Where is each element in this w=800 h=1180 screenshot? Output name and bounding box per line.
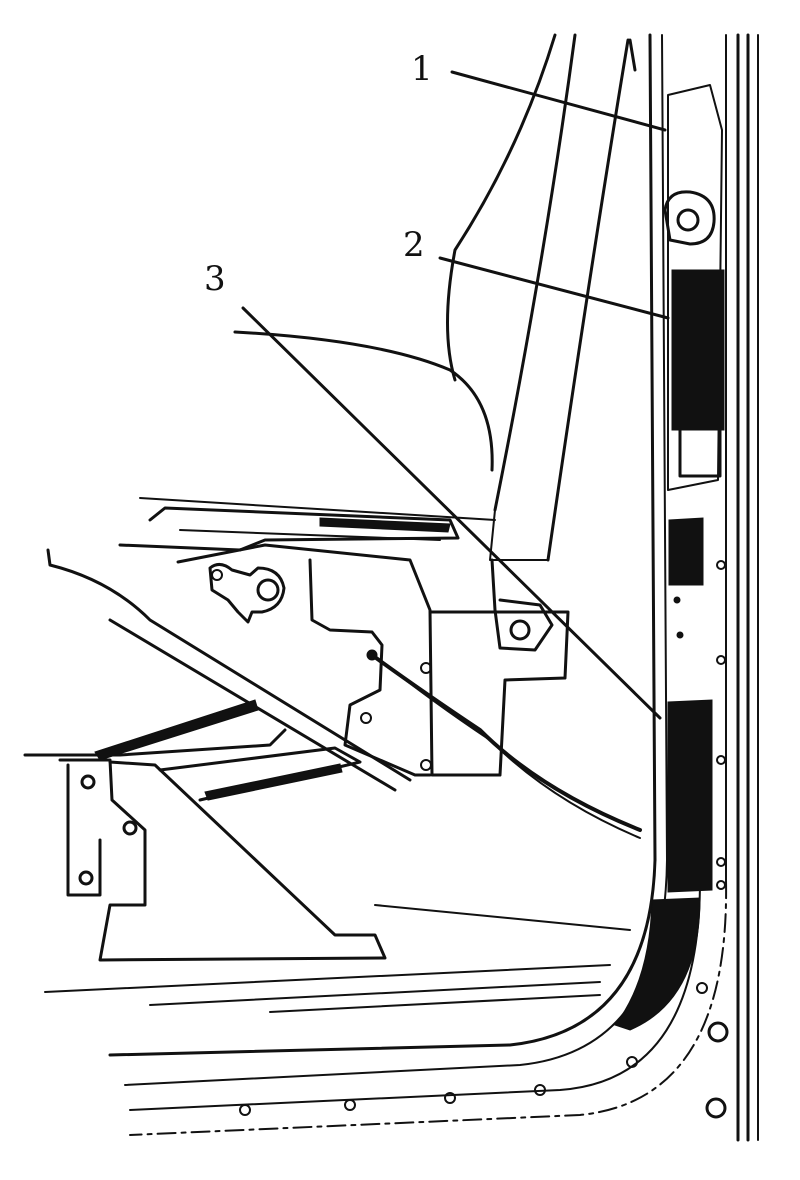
seat-cushion	[139, 330, 496, 521]
callout-1: 1	[411, 49, 433, 89]
belt-anchor	[490, 558, 554, 652]
leader-line-1	[450, 70, 667, 132]
leader-lines	[241, 70, 670, 720]
leader-line-3	[241, 306, 662, 720]
cable	[370, 653, 642, 839]
callout-3: 3	[204, 259, 226, 299]
trim-panels	[614, 84, 725, 1031]
seat-riser	[23, 548, 631, 962]
leader-line-2	[438, 256, 670, 320]
seat-back	[446, 33, 637, 562]
door-frame	[44, 33, 759, 1142]
callout-2: 2	[403, 225, 425, 265]
seat-frame	[118, 506, 570, 777]
